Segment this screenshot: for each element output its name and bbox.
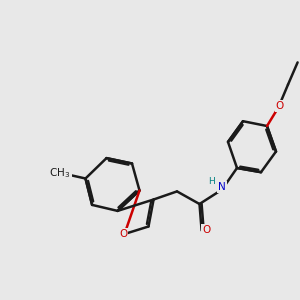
Text: H: H — [208, 177, 215, 186]
Text: O: O — [119, 229, 127, 239]
Text: O: O — [202, 225, 210, 236]
Text: CH$_3$: CH$_3$ — [50, 166, 70, 180]
Text: N: N — [218, 182, 226, 192]
Text: O: O — [276, 101, 284, 111]
